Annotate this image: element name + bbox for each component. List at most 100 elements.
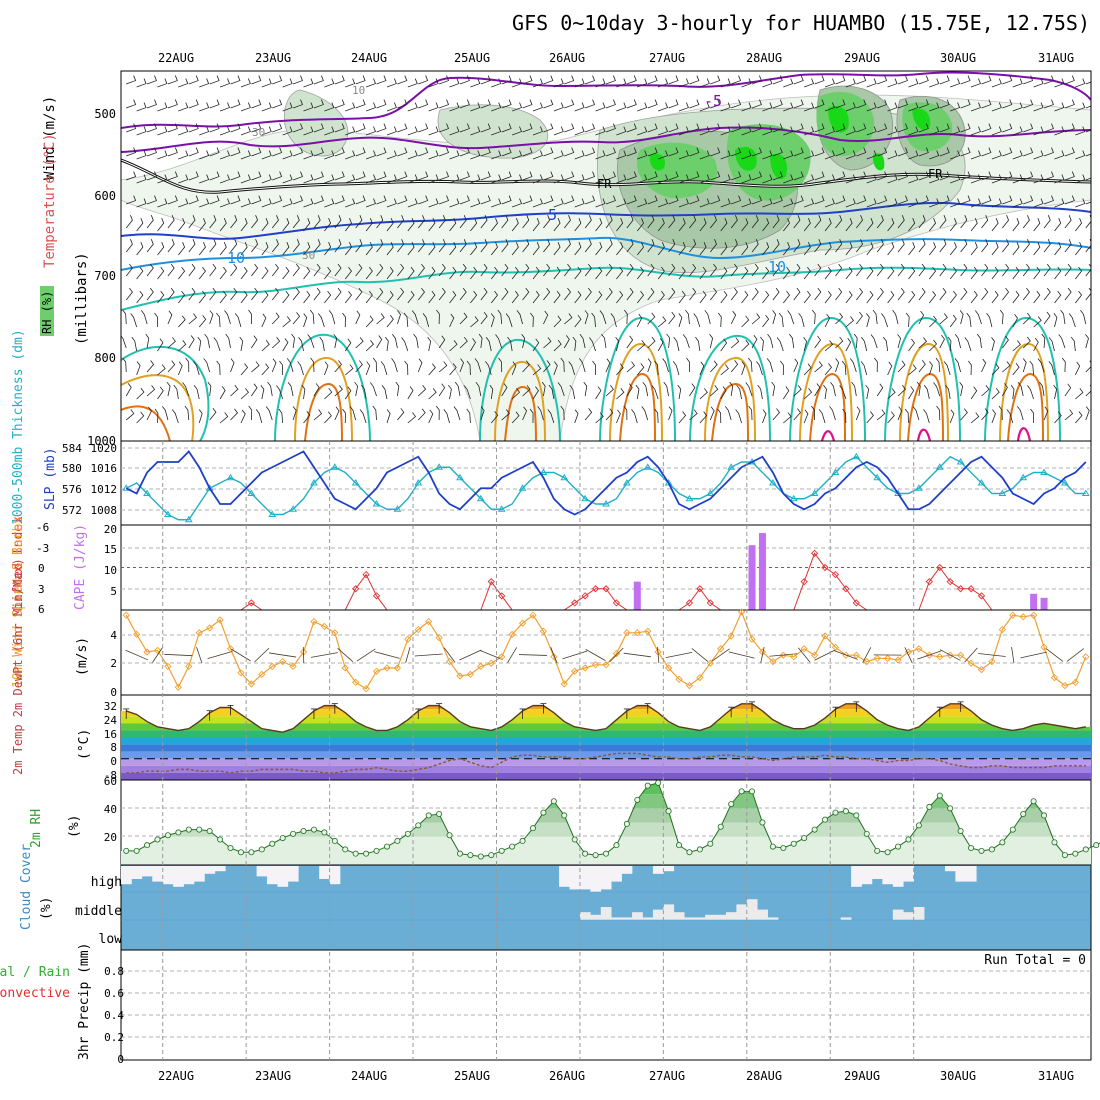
upper-air-barb xyxy=(824,198,835,208)
upper-air-barb xyxy=(748,357,753,373)
upper-air-barb xyxy=(501,287,509,301)
rh-point xyxy=(999,839,1006,846)
upper-air-barb xyxy=(188,195,199,205)
upper-air-barb xyxy=(1064,287,1072,301)
thickness-point xyxy=(518,484,527,491)
upper-air-barb xyxy=(261,126,272,136)
upper-air-barb xyxy=(355,287,363,301)
wind-point xyxy=(737,608,746,616)
upper-air-barb xyxy=(616,150,627,160)
upper-air-barb xyxy=(126,147,137,157)
upper-air-barb xyxy=(647,263,655,277)
upper-air-barb xyxy=(584,408,593,421)
upper-air-barb xyxy=(261,218,269,232)
upper-air-barb xyxy=(678,102,689,112)
upper-air-barb xyxy=(313,215,321,229)
upper-air-barb xyxy=(811,405,816,421)
upper-air-barb xyxy=(793,408,801,421)
rh-point xyxy=(749,788,756,795)
upper-air-barb xyxy=(860,361,868,376)
upper-air-barb xyxy=(209,123,220,133)
upper-air-barb xyxy=(386,409,391,424)
wind-point xyxy=(1071,678,1079,687)
bottom-date-axis: 22AUG 23AUG 24AUG 25AUG 26AUG 27AUG 28AU… xyxy=(158,1069,1074,1083)
upper-air-barb xyxy=(782,290,791,304)
upper-air-barb xyxy=(793,287,801,301)
upper-air-barb xyxy=(605,215,613,229)
upper-air-barb xyxy=(178,218,186,232)
wind-point xyxy=(498,653,506,661)
upper-air-barb xyxy=(553,78,564,88)
upper-air-barb xyxy=(877,195,888,205)
upper-air-barb xyxy=(397,287,405,301)
upper-air-barb xyxy=(397,263,405,277)
upper-air-barb xyxy=(814,147,825,157)
wind-barb xyxy=(711,648,730,662)
rh-point xyxy=(321,829,328,836)
upper-air-barb xyxy=(438,383,446,397)
upper-air-barb xyxy=(470,102,481,112)
upper-air-barb xyxy=(365,361,371,376)
upper-air-barb xyxy=(491,198,502,208)
upper-air-barb xyxy=(543,123,554,133)
upper-air-barb xyxy=(386,174,397,184)
upper-air-barb xyxy=(470,316,479,328)
thickness-point xyxy=(268,510,277,517)
upper-air-barb xyxy=(532,218,540,232)
upper-air-barb xyxy=(866,242,874,256)
upper-air-barb xyxy=(1037,358,1045,373)
upper-air-barb xyxy=(501,409,510,421)
wind-point xyxy=(685,681,694,690)
wind-barb xyxy=(760,646,765,664)
cape-ylabel: CAPE (J/kg) xyxy=(73,524,88,610)
rh-point xyxy=(123,847,130,854)
upper-air-barb xyxy=(1085,129,1091,133)
wind-barb xyxy=(797,647,811,663)
upper-air-barb xyxy=(803,266,811,280)
upper-air-barb xyxy=(438,287,446,301)
upper-air-barb xyxy=(355,171,366,181)
upper-air-barb xyxy=(866,78,877,88)
upper-air-barb xyxy=(417,408,426,421)
lifted-point xyxy=(967,585,975,593)
upper-air-barb xyxy=(866,411,874,424)
upper-air-barb xyxy=(157,150,168,160)
upper-air-barb xyxy=(480,239,488,253)
upper-air-barb xyxy=(522,195,533,205)
upper-air-barb xyxy=(240,218,248,232)
upper-air-barb xyxy=(261,102,272,112)
temp-band xyxy=(121,765,1091,773)
upper-air-barb xyxy=(939,263,947,277)
cloud-mid-bar xyxy=(736,904,748,920)
upper-air-barb xyxy=(1070,336,1076,352)
upper-air-barb xyxy=(470,198,481,208)
contour-label: FR xyxy=(597,177,612,191)
upper-air-barb xyxy=(943,361,951,376)
upper-air-barb xyxy=(1039,381,1045,397)
cloud-ylabel: Cloud Cover xyxy=(19,844,34,930)
upper-air-barb xyxy=(1043,147,1054,157)
upper-air-barb xyxy=(730,263,738,277)
upper-air-barb xyxy=(381,384,388,400)
upper-air-barb xyxy=(929,315,938,328)
upper-air-barb xyxy=(188,313,197,325)
upper-air-barb xyxy=(470,78,481,88)
rh-point xyxy=(1072,850,1079,857)
upper-air-barb xyxy=(766,358,774,373)
cloud-mid-bar xyxy=(663,904,675,920)
upper-air-barb xyxy=(824,102,835,112)
wind-point xyxy=(706,659,714,667)
wind-barb xyxy=(125,649,148,661)
upper-air-barb xyxy=(334,360,342,373)
upper-air-barb xyxy=(908,218,916,232)
upper-air-barb xyxy=(981,123,992,133)
upper-air-barb xyxy=(209,263,217,277)
wind-point xyxy=(143,648,151,656)
upper-air-barb xyxy=(762,126,773,136)
upper-air-barb xyxy=(136,174,147,184)
upper-air-barb xyxy=(188,335,195,349)
upper-air-barb xyxy=(313,147,324,157)
wind-barb xyxy=(657,646,660,664)
upper-air-barb xyxy=(928,361,933,376)
